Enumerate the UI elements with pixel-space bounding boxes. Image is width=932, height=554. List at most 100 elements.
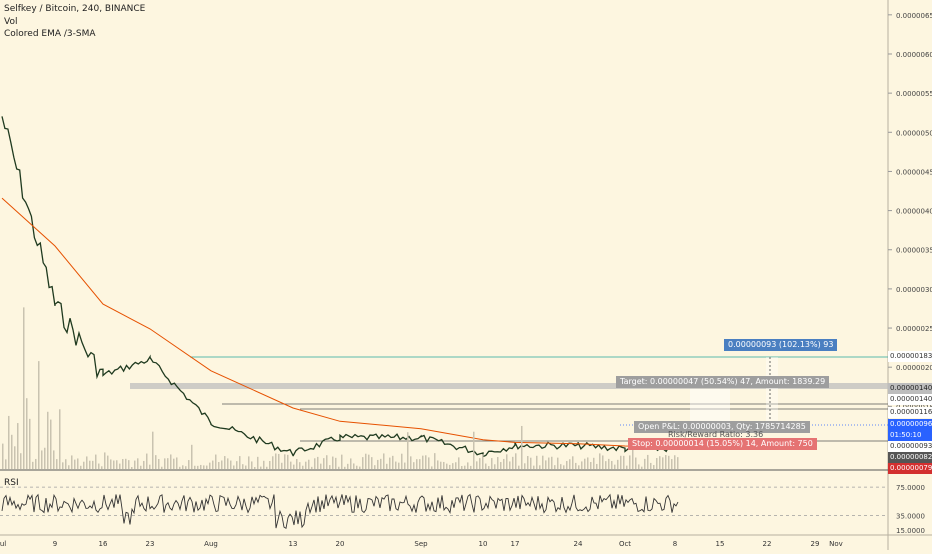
- volume-bar: [296, 458, 298, 469]
- volume-bar: [632, 440, 634, 469]
- volume-bar: [482, 454, 484, 469]
- volume-bar: [305, 461, 307, 469]
- volume-bar: [74, 459, 76, 469]
- volume-bar: [251, 461, 253, 469]
- volume-bar: [278, 453, 280, 469]
- x-tick-label: Sep: [414, 540, 428, 548]
- volume-bar: [173, 458, 175, 469]
- volume-bar: [140, 465, 142, 469]
- volume-legend: Vol: [4, 17, 18, 27]
- volume-bar: [473, 431, 475, 469]
- volume-bar: [212, 460, 214, 469]
- position-stop-label: Stop: 0.00000014 (15.05%) 14, Amount: 75…: [628, 438, 817, 450]
- volume-bar: [542, 455, 544, 469]
- volume-bar: [113, 460, 115, 469]
- volume-bar: [449, 464, 451, 469]
- volume-bar: [20, 453, 22, 469]
- volume-bar: [260, 466, 262, 469]
- volume-bar: [128, 460, 130, 469]
- x-tick-label: 20: [336, 540, 345, 548]
- volume-bar: [104, 452, 106, 469]
- volume-bar: [11, 434, 13, 469]
- volume-bar: [284, 454, 286, 469]
- volume-bar: [317, 456, 319, 469]
- volume-bar: [137, 458, 139, 469]
- volume-bar: [110, 459, 112, 469]
- volume-bar: [68, 465, 70, 469]
- position-target-label: Target: 0.00000047 (50.54%) 47, Amount: …: [616, 376, 830, 388]
- volume-bar: [362, 457, 364, 469]
- volume-bar: [146, 453, 148, 469]
- volume-bar: [434, 453, 436, 469]
- volume-bar: [167, 458, 169, 469]
- volume-bar: [209, 462, 211, 469]
- volume-bar: [509, 461, 511, 469]
- price-tag: 0.00000079: [888, 463, 932, 474]
- volume-bar: [200, 464, 202, 469]
- volume-bar: [404, 462, 406, 469]
- volume-bar: [236, 461, 238, 469]
- volume-bar: [188, 460, 190, 469]
- volume-bar: [23, 307, 25, 469]
- volume-bar: [218, 461, 220, 469]
- volume-bar: [464, 465, 466, 469]
- volume-bar: [197, 465, 199, 469]
- volume-bar: [575, 462, 577, 469]
- volume-bar: [611, 460, 613, 469]
- volume-bar: [413, 462, 415, 469]
- volume-bar: [95, 454, 97, 469]
- volume-bar: [368, 454, 370, 469]
- volume-bar: [398, 462, 400, 469]
- volume-bar: [131, 466, 133, 469]
- volume-bar: [116, 460, 118, 469]
- volume-bar: [614, 464, 616, 469]
- x-tick-label: Oct: [619, 540, 631, 548]
- x-tick-label: 9: [53, 540, 57, 548]
- volume-bar: [164, 458, 166, 469]
- volume-bar: [257, 456, 259, 469]
- volume-bar: [641, 466, 643, 469]
- volume-bar: [662, 457, 664, 469]
- volume-bar: [194, 465, 196, 469]
- volume-bar: [491, 458, 493, 469]
- volume-bar: [548, 457, 550, 469]
- price-tag: 0.00000096: [888, 419, 932, 430]
- volume-bar: [671, 459, 673, 469]
- x-tick-label: 23: [146, 540, 155, 548]
- volume-bar: [53, 450, 55, 469]
- volume-bar: [224, 456, 226, 469]
- volume-bar: [581, 461, 583, 469]
- volume-bar: [617, 459, 619, 469]
- volume-bar: [407, 432, 409, 469]
- volume-bar: [29, 418, 31, 469]
- volume-bar: [347, 463, 349, 469]
- volume-bar: [437, 460, 439, 469]
- volume-bar: [455, 462, 457, 469]
- volume-bar: [203, 465, 205, 469]
- volume-bar: [356, 465, 358, 469]
- price-series-line: [1, 116, 676, 458]
- volume-bar: [392, 455, 394, 469]
- volume-bar: [2, 443, 4, 469]
- price-tag: 0.00000140: [888, 383, 932, 394]
- volume-bar: [311, 466, 313, 469]
- volume-bar: [215, 454, 217, 469]
- position-open-pl-label: Open P&L: 0.00000003, Qty: 1785714285: [634, 421, 810, 433]
- volume-bar: [350, 458, 352, 469]
- volume-bar: [383, 453, 385, 469]
- level-band: [130, 383, 888, 389]
- rsi-level-label: 75.0000: [896, 484, 925, 492]
- volume-bar: [185, 466, 187, 469]
- volume-bar: [122, 459, 124, 469]
- volume-bar: [26, 398, 28, 469]
- volume-bar: [290, 461, 292, 469]
- x-tick-label: 16: [99, 540, 108, 548]
- volume-bar: [545, 460, 547, 469]
- x-tick-label: 24: [574, 540, 583, 548]
- volume-bar: [410, 456, 412, 469]
